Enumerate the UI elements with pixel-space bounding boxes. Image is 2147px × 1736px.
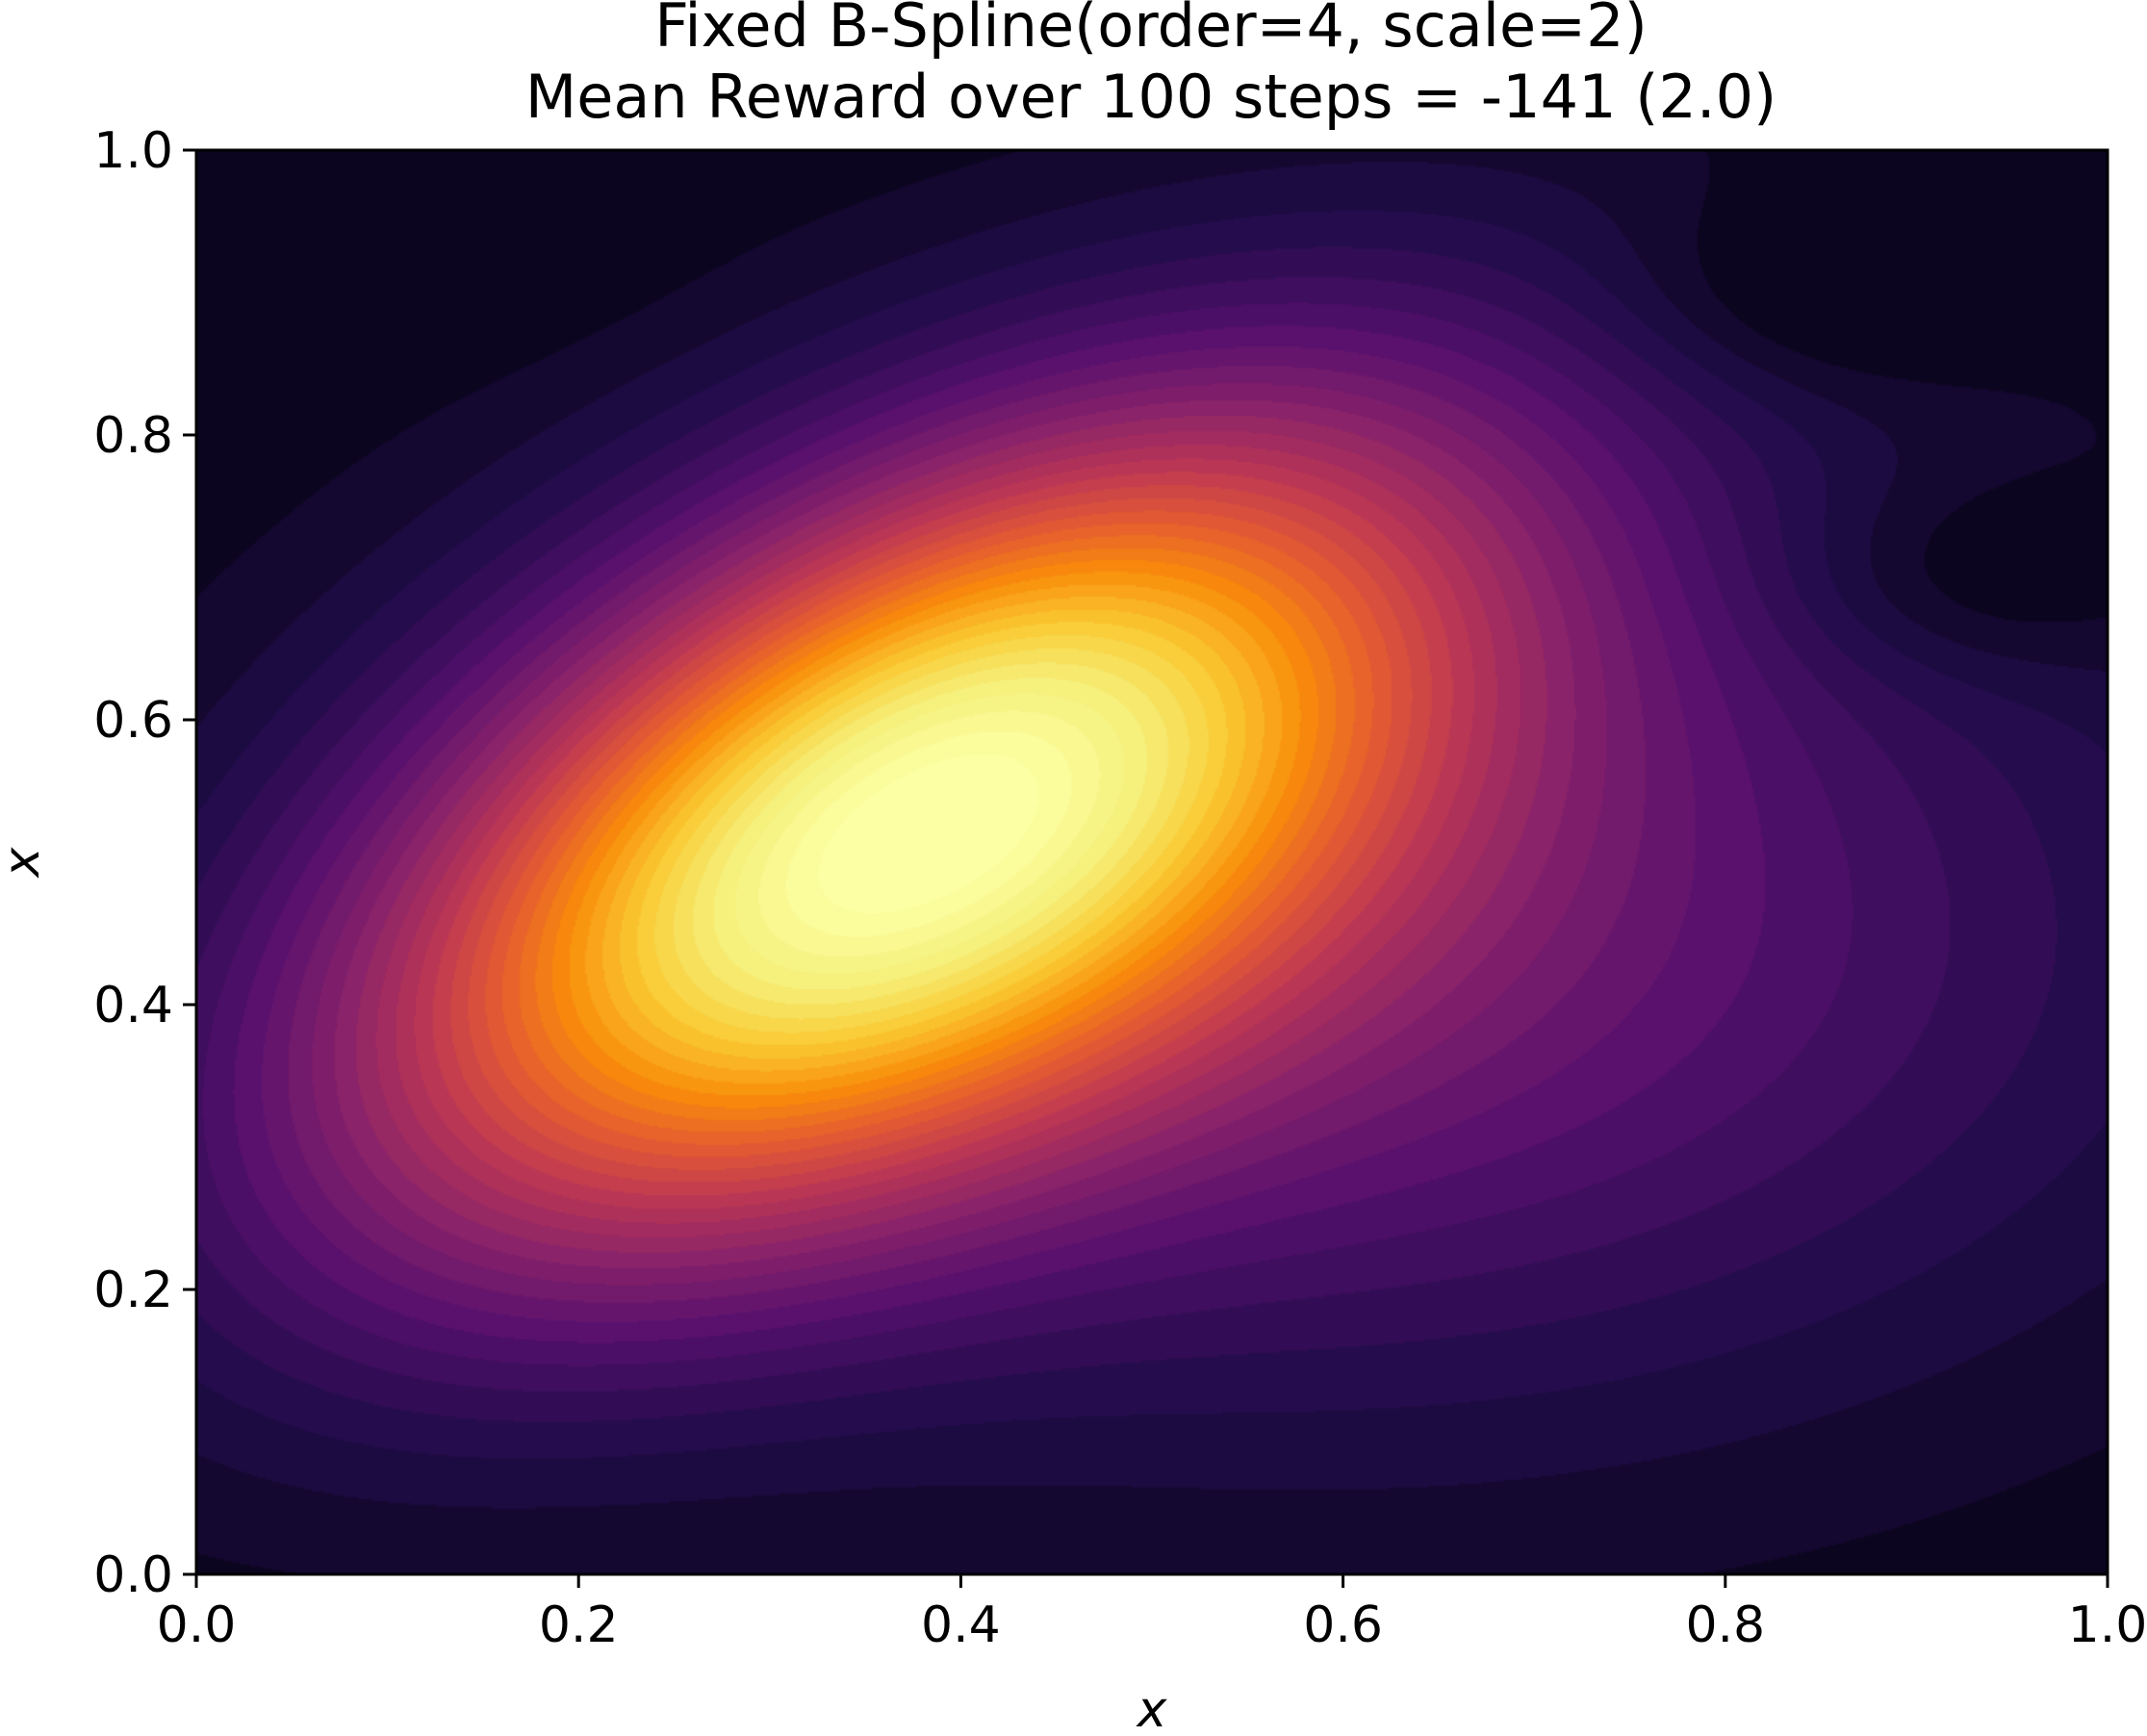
- y-tick-label: 0.2: [93, 1262, 173, 1319]
- y-axis: 0.0 0.2 0.4 0.6 0.8 1.0: [93, 122, 196, 1604]
- heatmap-container: [196, 150, 2108, 1574]
- x-tick-label: 0.4: [921, 1596, 1001, 1654]
- x-tick-label: 0.0: [157, 1596, 237, 1654]
- y-tick-label: 0.0: [93, 1546, 173, 1604]
- y-tick-label: 0.4: [93, 977, 173, 1034]
- y-tick-label: 0.6: [93, 692, 173, 750]
- plot-area: [194, 148, 2109, 1576]
- y-axis-label: x: [0, 846, 51, 879]
- x-tick-label: 0.2: [539, 1596, 619, 1654]
- x-tick-label: 0.8: [1685, 1596, 1765, 1654]
- x-tick-label: 0.6: [1303, 1596, 1383, 1654]
- y-tick-label: 0.8: [93, 407, 173, 465]
- y-tick-label: 1.0: [93, 122, 173, 180]
- x-axis-label: x: [1136, 1681, 1168, 1736]
- chart-subtitle: Mean Reward over 100 steps = -141 (2.0): [525, 62, 1776, 132]
- heatmap-canvas: [196, 150, 2108, 1574]
- plot-frame: [194, 148, 2109, 1576]
- chart-title: Fixed B-Spline(order=4, scale=2): [654, 0, 1648, 61]
- x-tick-label: 1.0: [2068, 1596, 2147, 1654]
- x-axis: 0.0 0.2 0.4 0.6 0.8 1.0: [157, 1574, 2147, 1654]
